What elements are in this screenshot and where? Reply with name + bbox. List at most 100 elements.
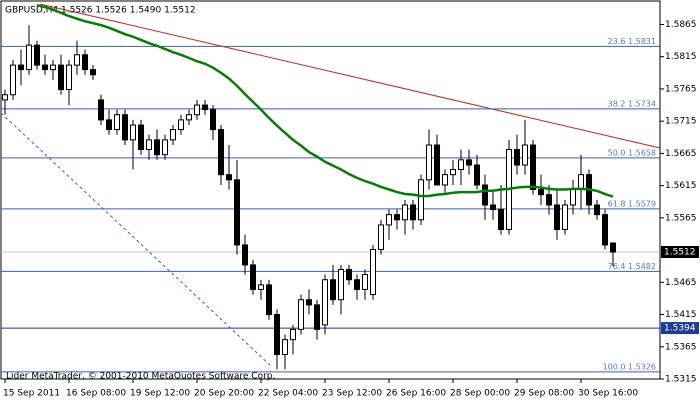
footer: Lider MetaTrader, © 2001-2010 MetaQuotes… bbox=[6, 372, 275, 382]
candle-down bbox=[498, 208, 504, 230]
x-tick-label: 26 Sep 16:00 bbox=[386, 389, 446, 399]
y-tick-label: 1.5415 bbox=[665, 310, 697, 320]
candle-up bbox=[442, 174, 448, 186]
candle-up bbox=[322, 279, 328, 326]
candle-down bbox=[514, 149, 520, 166]
candle-up bbox=[290, 328, 296, 341]
candle-down bbox=[250, 264, 256, 290]
candle-down bbox=[330, 279, 336, 301]
x-tick-label: 28 Sep 00:00 bbox=[450, 389, 510, 399]
candle-up bbox=[426, 144, 432, 181]
candle-up bbox=[282, 339, 288, 356]
candle-up bbox=[450, 169, 456, 176]
candle-up bbox=[578, 174, 584, 191]
chart-title: GBPUSD,H4 1.5526 1.5526 1.5490 1.5512 bbox=[5, 6, 196, 16]
candle-up bbox=[402, 204, 408, 221]
candle-up bbox=[458, 159, 464, 171]
y-tick-label: 1.5465 bbox=[665, 278, 697, 288]
candle-down bbox=[354, 279, 360, 290]
candle-up bbox=[338, 268, 344, 301]
trend-line-dashed bbox=[0, 112, 273, 368]
x-tick-label: 19 Sep 12:00 bbox=[130, 389, 190, 399]
current-price-tag bbox=[661, 246, 699, 259]
candle-down bbox=[90, 69, 96, 76]
candle-down bbox=[394, 214, 400, 221]
candle-down bbox=[82, 54, 88, 71]
candle-up bbox=[178, 119, 184, 131]
y-tick-label: 1.5365 bbox=[665, 342, 697, 352]
price-tag-label: 1.5394 bbox=[664, 324, 696, 334]
candle-up bbox=[386, 214, 392, 226]
candle-up bbox=[418, 179, 424, 221]
x-tick-label: 16 Sep 08:00 bbox=[66, 389, 126, 399]
candle-down bbox=[122, 114, 128, 141]
x-tick-label: 30 Sep 16:00 bbox=[578, 389, 638, 399]
candle-up bbox=[258, 284, 264, 290]
candle-up bbox=[146, 139, 152, 151]
fib-label: 100.0 1.5326 bbox=[603, 362, 656, 371]
candle-down bbox=[546, 194, 552, 206]
candle-down bbox=[306, 299, 312, 306]
candle-down bbox=[594, 204, 600, 216]
fib-label: 76.4 1.5482 bbox=[608, 262, 656, 271]
candle-down bbox=[226, 174, 232, 181]
candle-down bbox=[346, 268, 352, 281]
y-tick-label: 1.5615 bbox=[665, 181, 697, 191]
fib-label: 38.2 1.5734 bbox=[608, 99, 656, 108]
candle-down bbox=[610, 242, 616, 253]
candle-down bbox=[530, 144, 536, 191]
candle-down bbox=[314, 304, 320, 330]
candle-down bbox=[242, 244, 248, 266]
candle-down bbox=[482, 184, 488, 206]
candle-up bbox=[50, 64, 56, 71]
y-tick-label: 1.5715 bbox=[665, 117, 697, 127]
fib-label: 61.8 1.5579 bbox=[608, 199, 656, 208]
candle-up bbox=[2, 94, 8, 101]
candle-down bbox=[138, 124, 144, 151]
x-tick-label: 29 Sep 08:00 bbox=[514, 389, 574, 399]
candle-down bbox=[490, 204, 496, 210]
candle-down bbox=[602, 214, 608, 246]
y-tick-label: 1.5315 bbox=[665, 375, 697, 385]
candle-down bbox=[98, 99, 104, 121]
y-tick-label: 1.5815 bbox=[665, 52, 697, 62]
candle-down bbox=[34, 44, 40, 66]
candle-up bbox=[570, 189, 576, 206]
moving-average bbox=[36, 3, 614, 198]
candle-up bbox=[162, 139, 168, 156]
x-tick-label: 15 Sep 2011 bbox=[3, 389, 60, 399]
candle-down bbox=[538, 189, 544, 196]
fib-label: 50.0 1.5658 bbox=[608, 148, 656, 157]
trend-line bbox=[39, 3, 661, 149]
candle-down bbox=[554, 204, 560, 230]
candle-down bbox=[234, 179, 240, 246]
candle-up bbox=[186, 114, 192, 121]
candle-down bbox=[210, 109, 216, 131]
candle-down bbox=[18, 64, 24, 71]
candle-down bbox=[434, 144, 440, 186]
price-tag bbox=[661, 322, 699, 335]
candle-down bbox=[106, 119, 112, 131]
candle-up bbox=[362, 274, 368, 290]
candle-up bbox=[170, 129, 176, 141]
candle-up bbox=[562, 204, 568, 230]
candle-down bbox=[266, 284, 272, 316]
candle-down bbox=[474, 164, 480, 186]
candle-up bbox=[378, 224, 384, 250]
candle-down bbox=[218, 129, 224, 176]
y-tick-label: 1.5765 bbox=[665, 84, 697, 94]
candle-down bbox=[410, 204, 416, 221]
y-tick-label: 1.5565 bbox=[665, 213, 697, 223]
candle-up bbox=[66, 64, 72, 91]
candle-down bbox=[274, 314, 280, 356]
candle-down bbox=[58, 64, 64, 91]
y-tick-label: 1.5665 bbox=[665, 149, 697, 159]
candle-up bbox=[74, 54, 80, 66]
candle-up bbox=[10, 64, 16, 96]
y-tick-label: 1.5865 bbox=[665, 20, 697, 30]
candle-up bbox=[194, 104, 200, 116]
candle-down bbox=[466, 159, 472, 166]
x-tick-label: 22 Sep 04:00 bbox=[258, 389, 318, 399]
